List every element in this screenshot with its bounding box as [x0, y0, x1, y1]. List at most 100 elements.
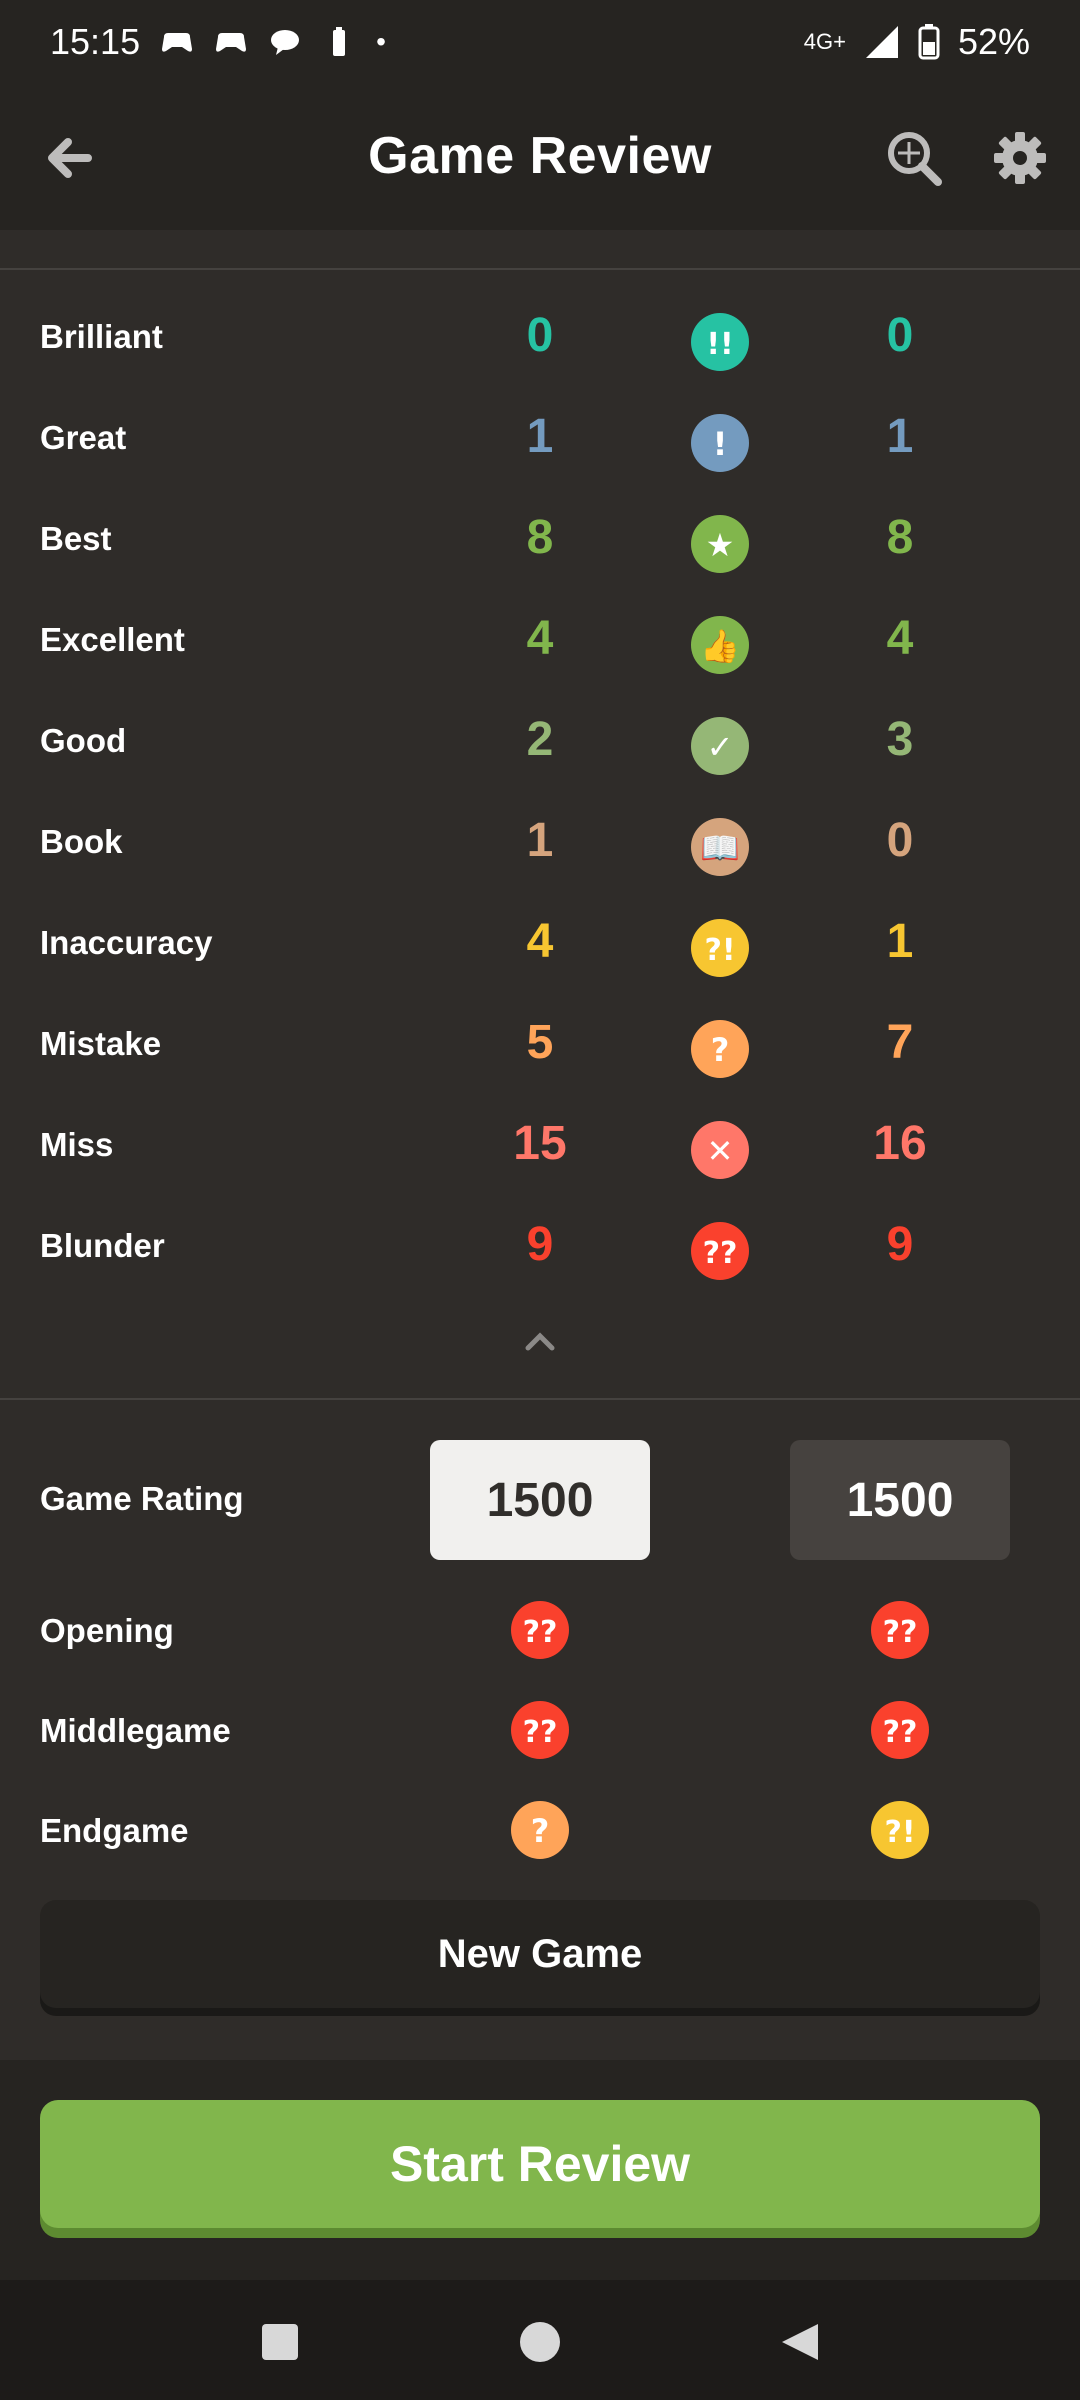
phase-label: Opening: [40, 1612, 174, 1649]
great-icon: !: [690, 413, 750, 473]
black-rating-box: 1500: [790, 1440, 1010, 1560]
chevron-up-icon[interactable]: [520, 1320, 560, 1360]
white-count: 5: [526, 1016, 554, 1069]
classification-row: Brilliant 0!! 0: [0, 290, 1080, 390]
svg-text:★: ★: [706, 526, 735, 564]
white-phase-badge-icon: ?: [510, 1800, 570, 1860]
black-count: 7: [886, 1016, 914, 1069]
phase-label: Endgame: [40, 1812, 189, 1849]
black-count: 0: [886, 814, 914, 867]
status-bar: 15:15 • 4G+ 52%: [0, 0, 1080, 84]
white-count: 9: [526, 1218, 554, 1271]
blunder-icon: ??: [690, 1221, 750, 1281]
excellent-icon: 👍: [690, 615, 750, 675]
white-count: 4: [526, 915, 554, 968]
svg-text:??: ??: [883, 1715, 918, 1750]
white-count: 8: [526, 511, 554, 564]
miss-icon: ✕: [691, 1121, 749, 1179]
notification-dot: •: [376, 26, 386, 57]
system-nav-bar: [0, 2280, 1080, 2400]
analysis-search-icon[interactable]: [884, 128, 944, 188]
black-count: 1: [886, 410, 914, 463]
mistake-icon: ?: [691, 1020, 749, 1078]
black-phase-badge-icon: ??: [871, 1701, 929, 1759]
back-triangle-icon[interactable]: [778, 2320, 822, 2364]
svg-text:?: ?: [531, 1812, 550, 1850]
back-arrow-icon[interactable]: [40, 128, 100, 188]
page-title: Game Review: [368, 127, 712, 185]
brilliant-icon: !!: [691, 313, 749, 371]
svg-text:✓: ✓: [707, 728, 734, 766]
white-phase-badge-icon: ??: [511, 1701, 569, 1759]
white-count: 2: [526, 713, 554, 766]
app-bar: Game Review: [0, 84, 1080, 230]
black-count: 1: [886, 915, 914, 968]
divider: [0, 268, 1080, 270]
black-count: 0: [886, 309, 914, 362]
classification-label: Book: [40, 823, 123, 860]
svg-text:??: ??: [883, 1615, 918, 1650]
best-icon: ★: [690, 514, 750, 574]
white-count: 1: [526, 814, 554, 867]
chat-bubble-icon: [271, 30, 300, 55]
white-rating-box: 1500: [430, 1440, 650, 1560]
svg-text:??: ??: [703, 1236, 738, 1271]
black-phase-badge-icon: ??: [870, 1700, 930, 1760]
start-review-button[interactable]: Start Review: [40, 2100, 1040, 2228]
classification-row: Inaccuracy 4?! 1: [0, 896, 1080, 996]
classification-label: Brilliant: [40, 318, 163, 355]
miss-icon: ✕: [690, 1120, 750, 1180]
black-count: 4: [886, 612, 914, 665]
book-icon: 📖: [691, 818, 749, 876]
classification-label: Great: [40, 419, 127, 456]
black-phase-badge-icon: ?!: [870, 1800, 930, 1860]
svg-text:👍: 👍: [700, 627, 740, 665]
classification-row: Best 8 ★ 8: [0, 492, 1080, 592]
svg-text:?!: ?!: [884, 1815, 915, 1850]
svg-text:??: ??: [523, 1715, 558, 1750]
recents-square-icon[interactable]: [258, 2320, 302, 2364]
gear-icon[interactable]: [990, 128, 1050, 188]
great-icon: !: [691, 414, 749, 472]
classification-label: Blunder: [40, 1227, 165, 1264]
white-count: 4: [526, 612, 554, 665]
phase-label: Middlegame: [40, 1712, 231, 1749]
svg-text:✕: ✕: [707, 1132, 734, 1170]
battery-small-icon: [333, 27, 346, 56]
inaccuracy-icon: ?!: [691, 919, 749, 977]
good-icon: ✓: [690, 716, 750, 776]
blunder-icon: ??: [691, 1222, 749, 1280]
black-phase-badge-icon: ?!: [871, 1801, 929, 1859]
white-phase-badge-icon: ??: [510, 1600, 570, 1660]
white-phase-badge-icon: ??: [510, 1700, 570, 1760]
classification-row: Mistake 5? 7: [0, 997, 1080, 1097]
classification-label: Inaccuracy: [40, 924, 213, 961]
white-phase-badge-icon: ??: [511, 1601, 569, 1659]
white-phase-badge-icon: ?: [511, 1801, 569, 1859]
svg-text:!!: !!: [706, 327, 733, 362]
home-circle-icon[interactable]: [518, 2320, 562, 2364]
network-type: 4G+: [803, 29, 846, 54]
white-count: 0: [526, 309, 554, 362]
svg-text:📖: 📖: [700, 829, 740, 867]
best-icon: ★: [691, 515, 749, 573]
classification-label: Miss: [40, 1126, 114, 1163]
game-controller-icon: [162, 33, 193, 52]
black-count: 8: [886, 511, 914, 564]
classification-row: Blunder 9?? 9: [0, 1199, 1080, 1299]
black-count: 9: [886, 1218, 914, 1271]
svg-text:?!: ?!: [704, 933, 735, 968]
excellent-icon: 👍: [691, 616, 749, 674]
battery-percent: 52%: [957, 21, 1030, 62]
classification-row: Excellent 4 👍 4: [0, 593, 1080, 693]
status-time: 15:15: [50, 21, 141, 62]
book-icon: 📖: [690, 817, 750, 877]
black-phase-badge-icon: ??: [870, 1600, 930, 1660]
black-count: 16: [873, 1117, 927, 1170]
signal-icon: [865, 26, 898, 58]
black-phase-badge-icon: ??: [871, 1601, 929, 1659]
new-game-button[interactable]: New Game: [40, 1900, 1040, 2008]
svg-text:??: ??: [523, 1615, 558, 1650]
mistake-icon: ?: [690, 1019, 750, 1079]
svg-text:!: !: [713, 425, 728, 463]
